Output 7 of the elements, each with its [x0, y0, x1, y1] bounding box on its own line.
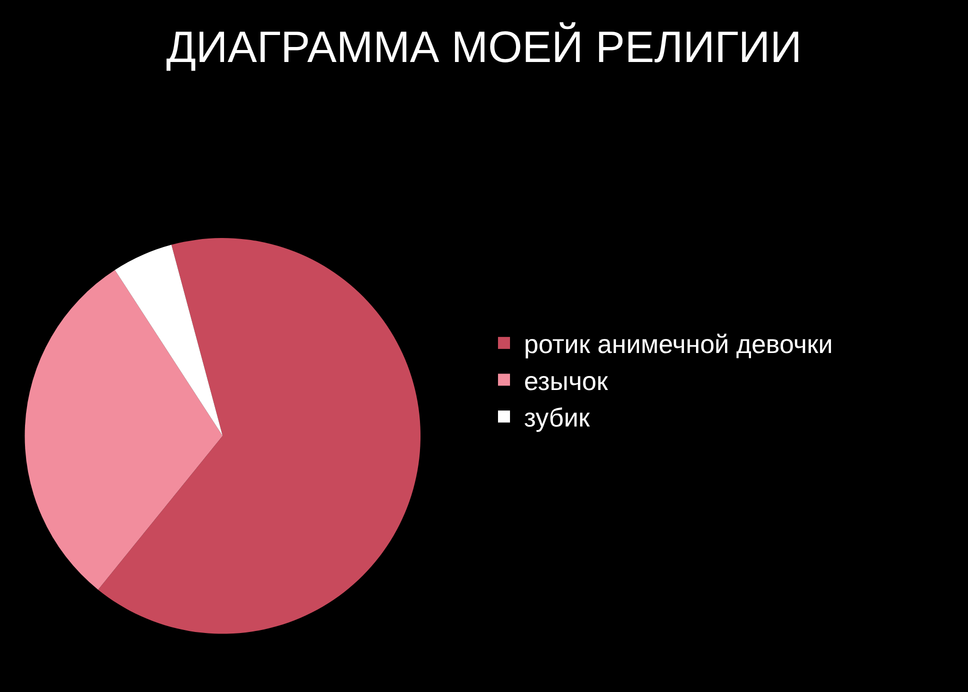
pie-slice [98, 238, 420, 634]
legend-label: ротик анимечной девочки [524, 329, 833, 360]
pie-slice [24, 270, 223, 590]
legend-label: езычок [524, 366, 609, 396]
pie-slice [114, 244, 223, 436]
chart-title: ДИАГРАММА МОЕЙ РЕЛИГИИ [166, 22, 802, 72]
legend-label: зубик [524, 402, 590, 433]
